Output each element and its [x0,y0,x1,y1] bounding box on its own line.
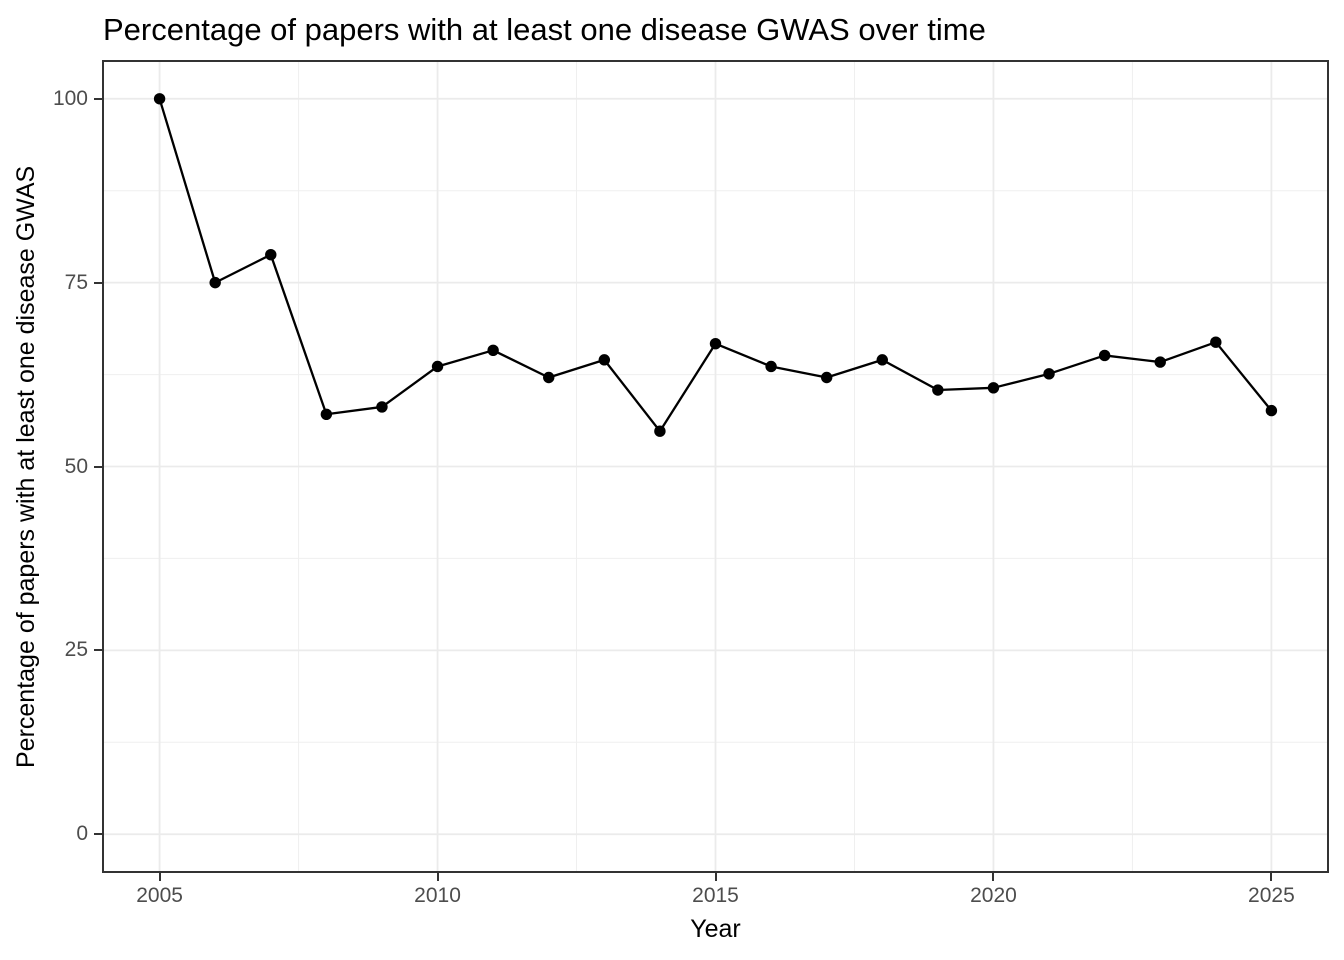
x-axis-tick [1270,873,1273,881]
data-point [987,382,1000,394]
plot-area-svg [104,62,1327,871]
y-axis-tick-label: 50 [64,454,88,478]
y-axis-tick [94,281,102,284]
data-point [1043,368,1055,380]
data-point [1265,404,1278,417]
data-point [487,344,499,356]
data-point [932,384,944,396]
y-axis-tick [94,97,102,100]
data-point [654,425,666,437]
x-axis-tick [992,873,995,881]
y-axis-tick-label: 25 [64,638,88,662]
y-axis-title: Percentage of papers with at least one d… [12,165,40,768]
x-axis-tick-label: 2020 [970,884,1017,907]
y-axis-tick-label: 0 [76,822,88,846]
data-point [376,401,388,413]
data-point [265,248,277,261]
data-point [598,354,611,366]
x-axis-tick [714,873,717,881]
data-point [820,371,833,384]
data-point [1098,349,1111,362]
chart-title: Percentage of papers with at least one d… [103,12,986,47]
x-axis-tick [436,873,439,881]
y-axis-tick-label: 100 [52,86,88,110]
x-axis-tick-label: 2010 [414,884,461,907]
data-point [543,371,555,384]
y-axis-tick [94,465,102,468]
data-point [1154,356,1166,368]
data-point [209,276,221,289]
x-axis-tick-label: 2005 [136,884,183,907]
y-axis-tick [94,649,102,652]
data-point [320,408,333,420]
y-axis-tick-label: 75 [64,270,88,294]
x-axis-tick [158,873,161,881]
data-point [153,93,166,105]
y-axis-tick [94,833,102,836]
data-point [1210,336,1222,348]
data-point [876,354,888,366]
data-point [709,337,722,350]
plot-panel [102,60,1329,873]
x-axis-title: Year [690,915,741,943]
x-axis-tick-label: 2015 [692,884,739,907]
data-point [765,360,777,373]
x-axis-tick-label: 2025 [1248,884,1295,907]
data-point [431,360,444,373]
